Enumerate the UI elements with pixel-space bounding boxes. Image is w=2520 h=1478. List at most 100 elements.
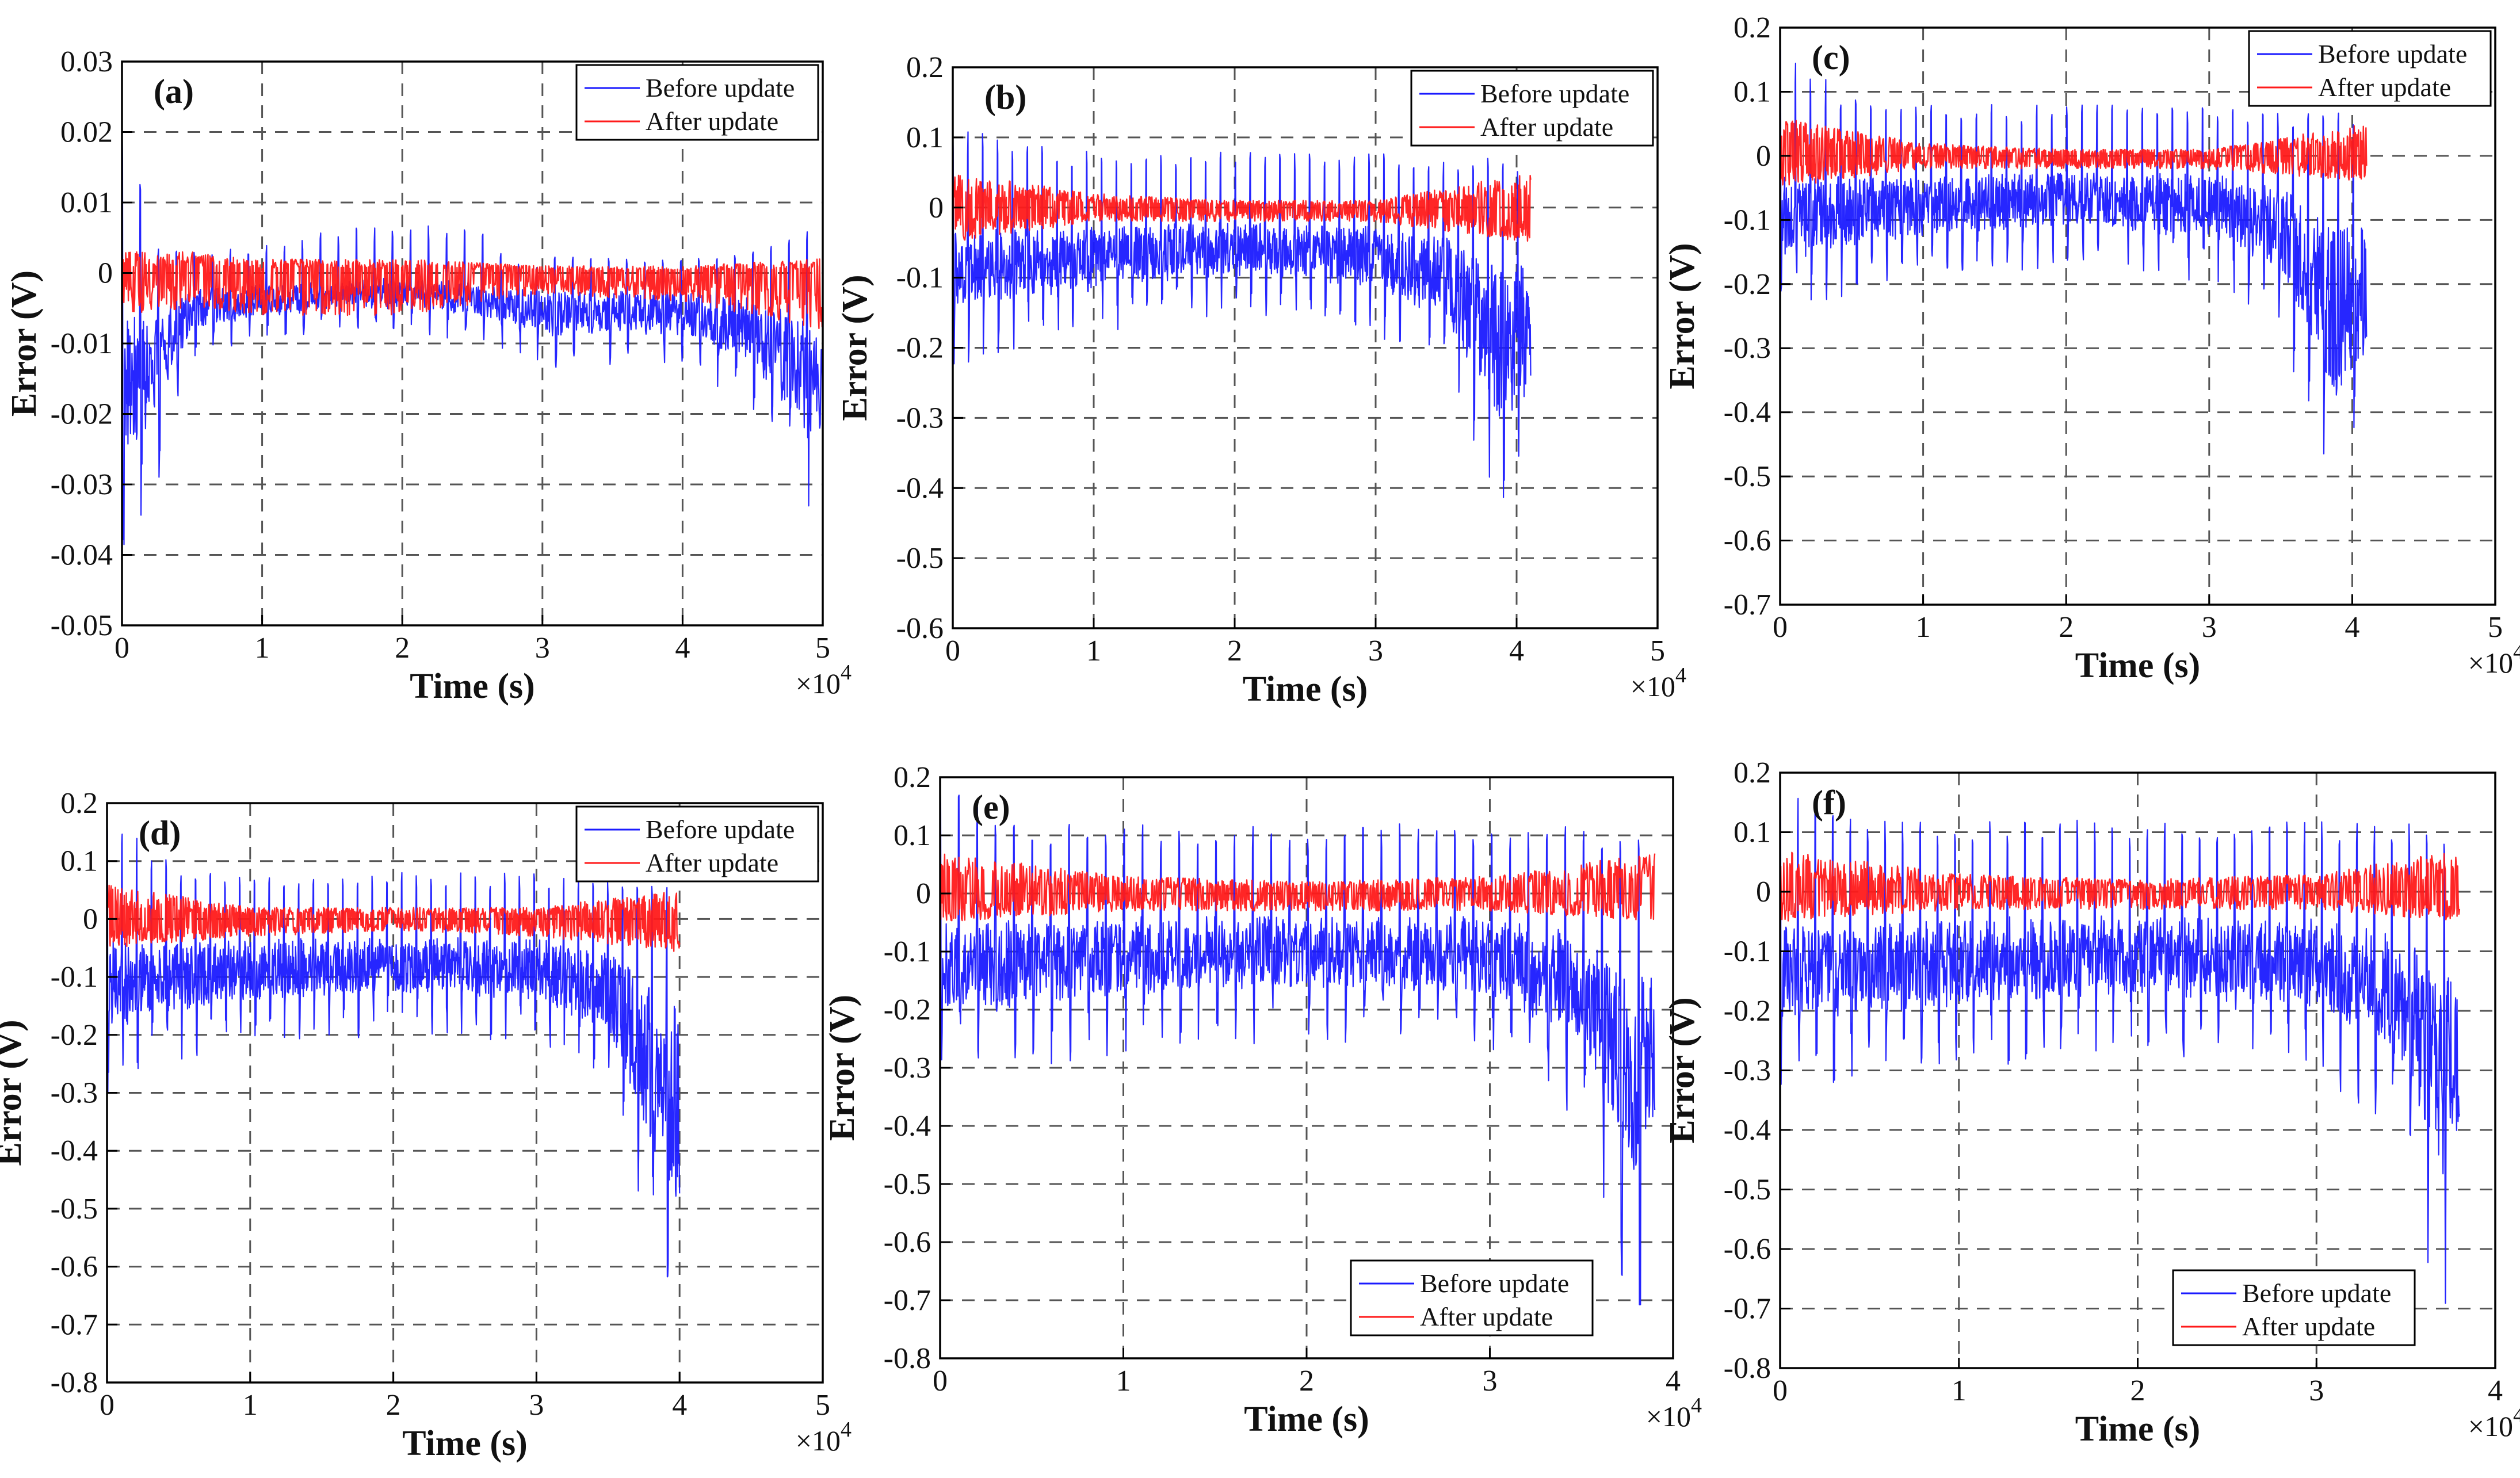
x-tick-label: 2 bbox=[386, 1389, 401, 1422]
y-tick-label: -0.3 bbox=[1724, 332, 1771, 365]
y-tick-label: -0.1 bbox=[896, 262, 944, 295]
chart-panel-c: 0 1 2 3 4 5 -0.7 -0.6 -0.5 -0.4 -0.3 -0.2 -0.1 0 0.1 0.… bbox=[1663, 12, 2520, 685]
series-line-before-update bbox=[1780, 788, 2460, 1304]
legend: Before update After update bbox=[2248, 30, 2492, 107]
x-axis-label: Time (s) bbox=[402, 1424, 528, 1463]
y-tick-label: -0.6 bbox=[1724, 1233, 1771, 1266]
legend-label-before-update: Before update bbox=[646, 73, 795, 102]
panel-label: (d) bbox=[139, 814, 181, 852]
y-tick-label: 0.1 bbox=[906, 121, 944, 154]
x-tick-label: 1 bbox=[243, 1389, 258, 1422]
y-tick-label: 0 bbox=[916, 877, 931, 910]
y-tick-label: -0.1 bbox=[884, 935, 931, 968]
x-tick-label: 2 bbox=[395, 632, 410, 664]
series-line-after-update bbox=[940, 853, 1656, 922]
legend: Before update After update bbox=[1350, 1259, 1594, 1336]
y-axis-label: Error (V) bbox=[5, 270, 44, 417]
legend-label-after-update: After update bbox=[646, 848, 778, 877]
panel-label: (c) bbox=[1812, 39, 1850, 77]
y-tick-label: -0.3 bbox=[884, 1052, 931, 1084]
y-tick-label: -0.4 bbox=[884, 1110, 931, 1143]
y-tick-label: -0.8 bbox=[51, 1366, 98, 1399]
x-axis-multiplier: ×104 bbox=[1631, 663, 1686, 702]
y-tick-label: 0.2 bbox=[60, 787, 98, 820]
y-tick-label: 0.2 bbox=[1734, 12, 1771, 44]
x-tick-label: 2 bbox=[1299, 1365, 1314, 1397]
x-axis-label: Time (s) bbox=[410, 667, 535, 706]
y-tick-label: -0.5 bbox=[1724, 1174, 1771, 1206]
y-tick-label: 0 bbox=[929, 192, 944, 224]
y-tick-label: 0.2 bbox=[894, 761, 931, 794]
legend-label-before-update: Before update bbox=[1420, 1269, 1569, 1298]
x-tick-label: 0 bbox=[1773, 1374, 1788, 1407]
legend-label-after-update: After update bbox=[1480, 112, 1613, 142]
series-group bbox=[940, 783, 1656, 1305]
y-tick-label: -0.6 bbox=[1724, 525, 1771, 557]
x-tick-label: 1 bbox=[1952, 1374, 1967, 1407]
y-tick-label: -0.3 bbox=[51, 1077, 98, 1110]
x-tick-label: 3 bbox=[535, 632, 550, 664]
y-axis-label: Error (V) bbox=[823, 995, 862, 1141]
y-tick-label: -0.2 bbox=[51, 1019, 98, 1052]
legend-label-after-update: After update bbox=[1420, 1302, 1553, 1331]
series-line-after-update bbox=[1780, 120, 2368, 186]
x-tick-label: 4 bbox=[672, 1389, 687, 1422]
series-group bbox=[1780, 49, 2368, 455]
y-axis-label: Error (V) bbox=[0, 1019, 29, 1166]
x-tick-label: 4 bbox=[1509, 635, 1524, 667]
y-tick-label: -0.05 bbox=[51, 609, 113, 642]
x-tick-label: 2 bbox=[2130, 1374, 2145, 1407]
y-tick-label: -0.4 bbox=[1724, 396, 1771, 429]
legend: Before update After update bbox=[2172, 1269, 2416, 1346]
legend: Before update After update bbox=[1410, 70, 1654, 147]
x-tick-label: 5 bbox=[2488, 611, 2503, 644]
y-tick-label: -0.4 bbox=[896, 472, 944, 505]
panel-label: (e) bbox=[972, 788, 1010, 826]
x-tick-label: 1 bbox=[1916, 611, 1931, 644]
y-tick-label: -0.6 bbox=[51, 1251, 98, 1284]
series-line-before-update bbox=[940, 783, 1656, 1305]
y-tick-label: -0.3 bbox=[896, 402, 944, 434]
x-tick-label: 1 bbox=[1116, 1365, 1131, 1397]
series-line-after-update bbox=[107, 884, 681, 952]
legend: Before update After update bbox=[575, 64, 819, 141]
y-tick-label: -0.04 bbox=[51, 539, 113, 572]
y-tick-label: -0.2 bbox=[896, 332, 944, 365]
x-axis-multiplier: ×104 bbox=[2468, 640, 2520, 679]
y-tick-label: -0.03 bbox=[51, 468, 113, 501]
x-tick-label: 3 bbox=[1483, 1365, 1498, 1397]
chart-panel-e: 0 1 2 3 4 -0.8 -0.7 -0.6 -0.5 -0.4 -0.3 -0.2 -0.1 0 0.… bbox=[823, 761, 1702, 1439]
legend-box bbox=[1350, 1259, 1594, 1336]
legend-box bbox=[2248, 30, 2492, 107]
x-tick-label: 2 bbox=[1227, 635, 1242, 667]
y-tick-label: 0.1 bbox=[60, 845, 98, 878]
chart-panel-a: 0 1 2 3 4 5 -0.05 -0.04 -0.03 -0.02 -0.01 0 0.01 0.02… bbox=[5, 45, 852, 706]
axes-frame bbox=[1779, 26, 2496, 606]
y-tick-label: 0.02 bbox=[60, 116, 113, 149]
series-group bbox=[953, 125, 1532, 498]
plot-area bbox=[1780, 28, 2495, 605]
x-axis-label: Time (s) bbox=[2075, 1410, 2201, 1449]
series-line-after-update bbox=[1780, 851, 2461, 922]
y-tick-label: 0.03 bbox=[60, 45, 113, 78]
y-tick-label: -0.8 bbox=[884, 1342, 931, 1375]
y-tick-label: 0.2 bbox=[906, 51, 944, 84]
x-tick-label: 3 bbox=[529, 1389, 544, 1422]
x-tick-label: 4 bbox=[2345, 611, 2359, 644]
x-tick-label: 5 bbox=[815, 1389, 830, 1422]
y-tick-label: -0.3 bbox=[1724, 1055, 1771, 1087]
panel-label: (b) bbox=[984, 78, 1026, 116]
y-tick-label: -0.2 bbox=[1724, 268, 1771, 301]
panel-label: (f) bbox=[1812, 784, 1846, 822]
y-tick-label: 0.1 bbox=[1734, 75, 1771, 108]
x-tick-label: 3 bbox=[2202, 611, 2217, 644]
y-tick-label: -0.8 bbox=[1724, 1352, 1771, 1385]
legend-box bbox=[1410, 70, 1654, 147]
panel-label: (a) bbox=[154, 72, 194, 110]
x-axis-label: Time (s) bbox=[1243, 670, 1368, 709]
legend-label-after-update: After update bbox=[2318, 72, 2451, 102]
y-tick-label: 0.1 bbox=[1734, 816, 1771, 849]
y-axis-label: Error (V) bbox=[835, 274, 875, 421]
y-tick-label: -0.7 bbox=[884, 1284, 931, 1317]
x-axis-label: Time (s) bbox=[1244, 1400, 1369, 1439]
